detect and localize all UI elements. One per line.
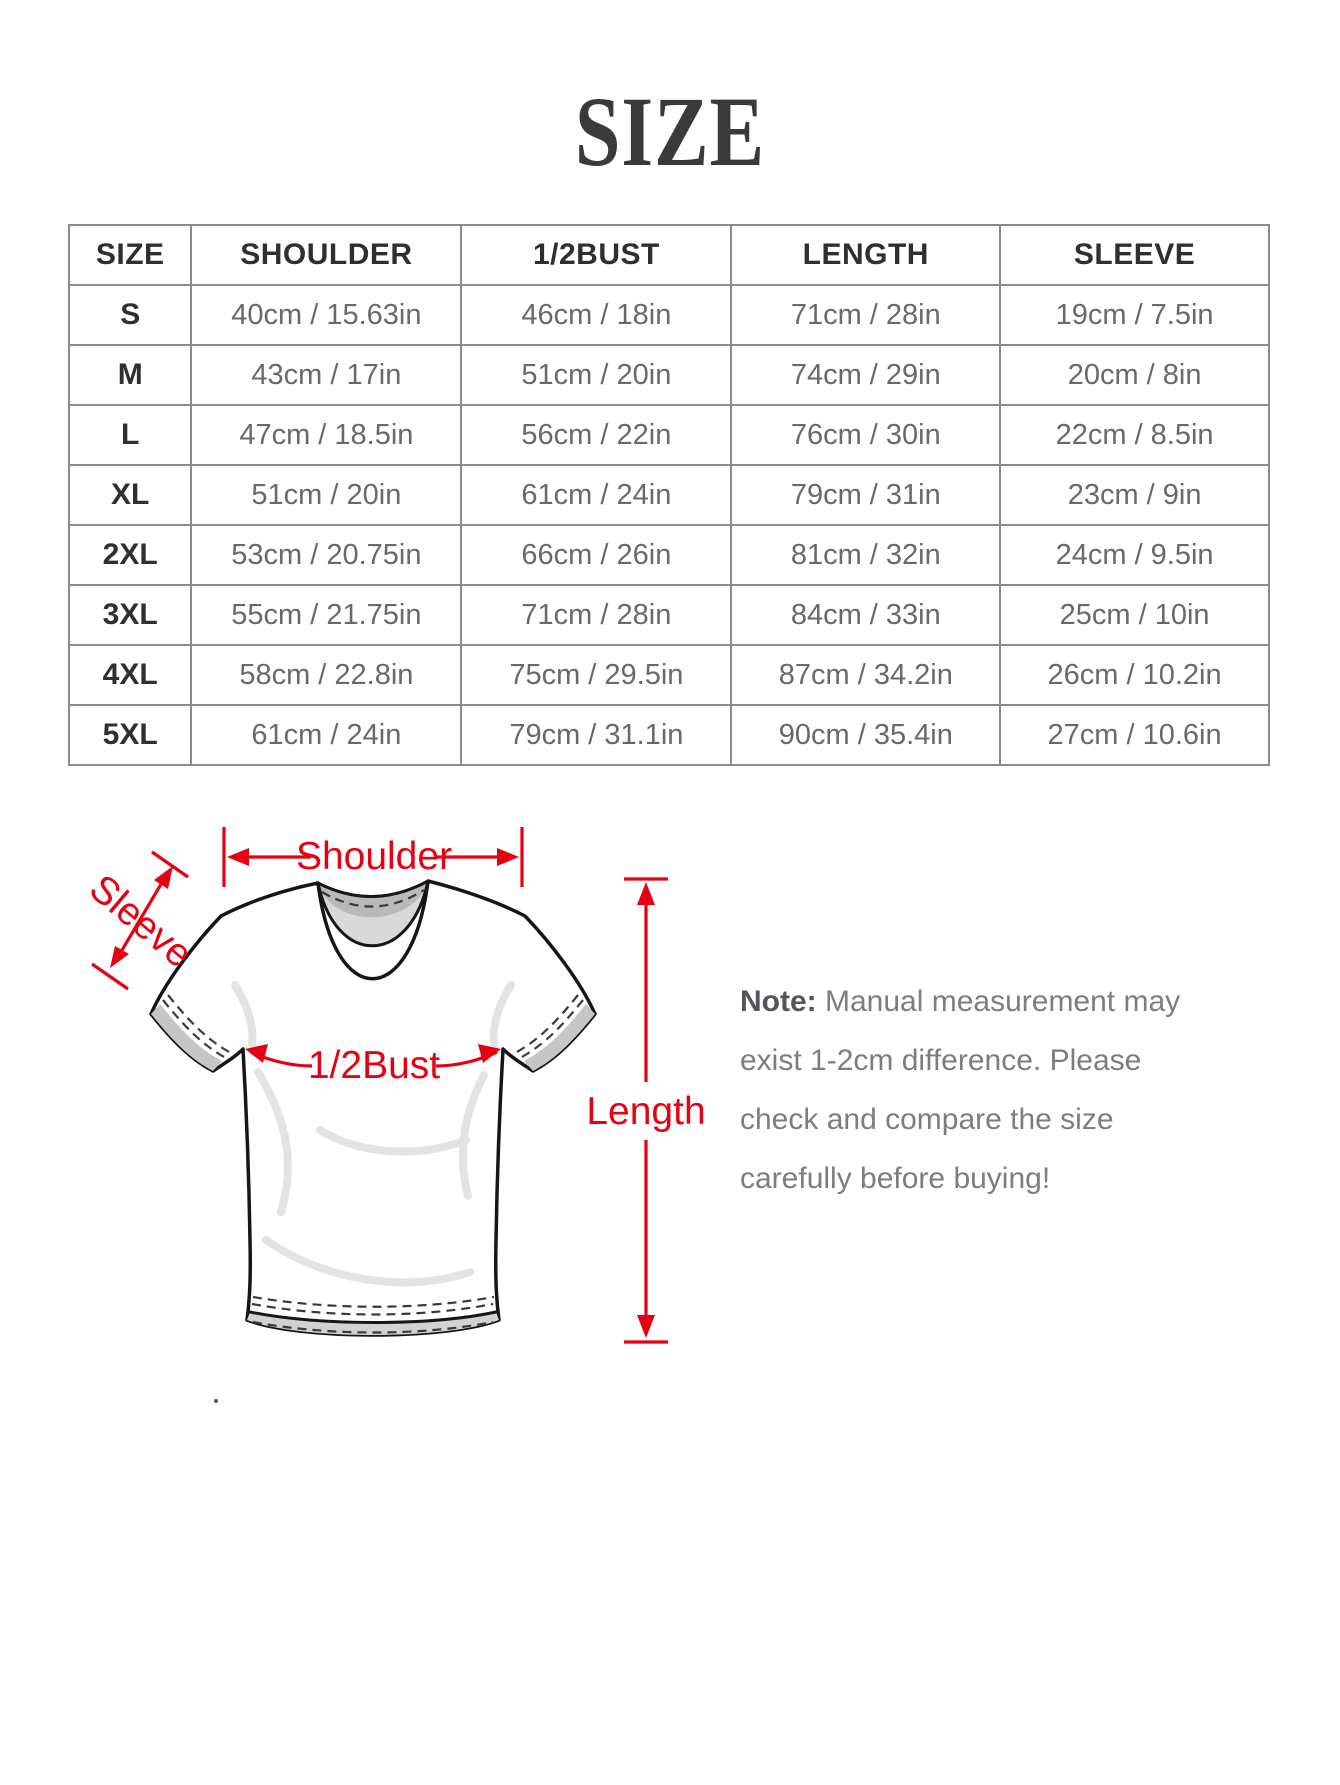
- col-header-size: SIZE: [67, 224, 193, 286]
- bust-cell-2xl: 66cm / 26in: [460, 524, 733, 586]
- col-header-sleeve: SLEEVE: [999, 224, 1270, 286]
- length-cell-m: 74cm / 29in: [730, 344, 1002, 406]
- shoulder-cell-4xl: 58cm / 22.8in: [190, 644, 463, 706]
- left-cuff: [151, 994, 232, 1071]
- table-row-5xl: 5XL 61cm / 24in 79cm / 31.1in 90cm / 35.4in…: [67, 704, 1270, 766]
- shoulder-arrow: Shoulder: [222, 827, 524, 887]
- size-cell-m: M: [67, 344, 193, 406]
- note-label: Note:: [740, 985, 817, 1018]
- table-row-l: L 47cm / 18.5in 56cm / 22in 76cm / 30in 22cm…: [67, 404, 1270, 466]
- bust-cell-xl: 61cm / 24in: [460, 464, 733, 526]
- shoulder-cell-xl: 51cm / 20in: [190, 464, 463, 526]
- table-header-row: SIZE SHOULDER 1/2BUST LENGTH SLEEVE: [67, 224, 1270, 286]
- shoulder-cell-s: 40cm / 15.63in: [190, 284, 463, 346]
- size-table-body: S 40cm / 15.63in 46cm / 18in 71cm / 28in 19c…: [67, 284, 1270, 766]
- table-row-4xl: 4XL 58cm / 22.8in 75cm / 29.5in 87cm / 34.2…: [67, 644, 1270, 706]
- col-header-1-2bust: 1/2BUST: [460, 224, 733, 286]
- col-header-length: LENGTH: [730, 224, 1002, 286]
- size-cell-xl: XL: [67, 464, 193, 526]
- bust-cell-s: 46cm / 18in: [460, 284, 733, 346]
- shoulder-cell-2xl: 53cm / 20.75in: [190, 524, 463, 586]
- bust-cell-5xl: 79cm / 31.1in: [460, 704, 733, 766]
- length-label: Length: [586, 1090, 705, 1133]
- table-row-s: S 40cm / 15.63in 46cm / 18in 71cm / 28in 19c…: [67, 284, 1270, 346]
- size-cell-s: S: [67, 284, 193, 346]
- col-header-shoulder: SHOULDER: [190, 224, 463, 286]
- right-cuff: [514, 994, 595, 1071]
- table-row-3xl: 3XL 55cm / 21.75in 71cm / 28in 84cm / 33in 2…: [67, 584, 1270, 646]
- sleeve-cell-4xl: 26cm / 10.2in: [999, 644, 1270, 706]
- bust-cell-4xl: 75cm / 29.5in: [460, 644, 733, 706]
- length-cell-l: 76cm / 30in: [730, 404, 1002, 466]
- length-cell-3xl: 84cm / 33in: [730, 584, 1002, 646]
- note-line: check and compare the size: [740, 1103, 1114, 1136]
- length-cell-4xl: 87cm / 34.2in: [730, 644, 1002, 706]
- shoulder-cell-l: 47cm / 18.5in: [190, 404, 463, 466]
- size-cell-l: L: [67, 404, 193, 466]
- page-title: SIZE: [574, 76, 766, 187]
- bust-arrow: 1/2Bust: [245, 1044, 501, 1087]
- size-diagram: Shoulder Sleeve 1/2Bust Length: [81, 827, 706, 1344]
- length-cell-xl: 79cm / 31in: [730, 464, 1002, 526]
- table-row-2xl: 2XL 53cm / 20.75in 66cm / 26in 81cm / 32in 2…: [67, 524, 1270, 586]
- sleeve-cell-3xl: 25cm / 10in: [999, 584, 1270, 646]
- sleeve-cell-2xl: 24cm / 9.5in: [999, 524, 1270, 586]
- note-line: Note: Manual measurement may: [740, 972, 1180, 1031]
- note-line: exist 1-2cm difference. Please: [740, 1044, 1142, 1077]
- collar: [316, 879, 430, 948]
- length-arrow: Length: [586, 877, 706, 1344]
- bust-cell-3xl: 71cm / 28in: [460, 584, 733, 646]
- fabric-folds: [231, 981, 515, 1287]
- sleeve-cell-xl: 23cm / 9in: [999, 464, 1270, 526]
- bust-cell-l: 56cm / 22in: [460, 404, 733, 466]
- size-cell-2xl: 2XL: [67, 524, 193, 586]
- note-block: Note: Manual measurement may exist 1-2cm…: [740, 972, 1180, 1208]
- note-line1-text: Manual measurement may: [816, 985, 1181, 1018]
- size-table-head: SIZE SHOULDER 1/2BUST LENGTH SLEEVE: [67, 224, 1270, 286]
- bust-label: 1/2Bust: [308, 1044, 440, 1087]
- sleeve-cell-5xl: 27cm / 10.6in: [999, 704, 1270, 766]
- length-cell-s: 71cm / 28in: [730, 284, 1002, 346]
- sleeve-cell-s: 19cm / 7.5in: [999, 284, 1270, 346]
- table-row-xl: XL 51cm / 20in 61cm / 24in 79cm / 31in 23cm …: [67, 464, 1270, 526]
- shoulder-label: Shoulder: [296, 835, 452, 878]
- size-cell-5xl: 5XL: [67, 704, 193, 766]
- table-row-m: M 43cm / 17in 51cm / 20in 74cm / 29in 20cm /…: [67, 344, 1270, 406]
- length-cell-5xl: 90cm / 35.4in: [730, 704, 1002, 766]
- shoulder-cell-5xl: 61cm / 24in: [190, 704, 463, 766]
- sleeve-label: Sleeve: [81, 867, 200, 977]
- shoulder-cell-m: 43cm / 17in: [190, 344, 463, 406]
- shoulder-cell-3xl: 55cm / 21.75in: [190, 584, 463, 646]
- size-cell-3xl: 3XL: [67, 584, 193, 646]
- size-table: SIZE SHOULDER 1/2BUST LENGTH SLEEVE S 40cm / …: [67, 224, 1270, 766]
- speck-dot: [214, 1399, 218, 1403]
- bust-cell-m: 51cm / 20in: [460, 344, 733, 406]
- sleeve-cell-m: 20cm / 8in: [999, 344, 1270, 406]
- size-cell-4xl: 4XL: [67, 644, 193, 706]
- hem-band: [247, 1295, 499, 1335]
- length-cell-2xl: 81cm / 32in: [730, 524, 1002, 586]
- note-line: carefully before buying!: [740, 1162, 1051, 1195]
- page-title-wrap: SIZE: [0, 74, 1340, 189]
- tshirt-outline: [149, 879, 597, 1337]
- sleeve-cell-l: 22cm / 8.5in: [999, 404, 1270, 466]
